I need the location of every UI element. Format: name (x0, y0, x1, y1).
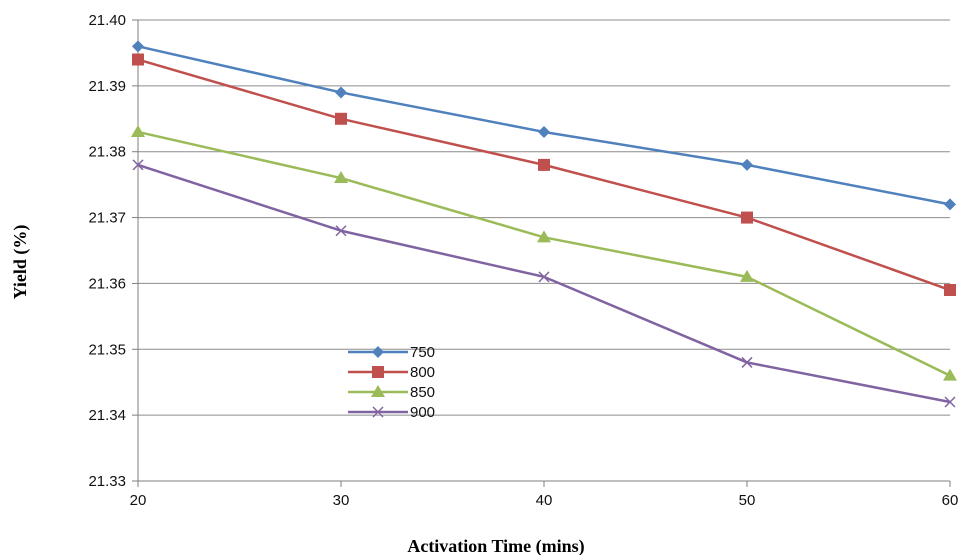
y-tick-label: 21.35 (88, 341, 126, 358)
data-point-750 (538, 125, 550, 138)
data-point-800 (335, 112, 347, 125)
legend-label: 800 (410, 364, 435, 381)
series-line-800 (137, 58, 951, 292)
legend-entry-850: 850 (348, 384, 435, 401)
legend-entry-750: 750 (348, 344, 435, 361)
data-point-900 (538, 271, 550, 283)
y-tick-label: 21.40 (88, 12, 126, 29)
y-tick-label: 21.37 (88, 210, 126, 227)
legend-marker (372, 406, 384, 418)
data-point-800 (741, 211, 753, 224)
y-tick-label: 21.33 (88, 473, 126, 490)
x-marker-stroke (538, 271, 550, 283)
y-tick-label: 21.34 (88, 407, 126, 424)
x-marker-stroke (944, 396, 956, 408)
legend-marker (372, 346, 384, 358)
legend-marker (372, 366, 384, 378)
axes: 21.33 21.34 21.35 21.36 21.37 21.38 21.39 21.40… (88, 12, 958, 509)
legend-label: 850 (410, 384, 435, 401)
series-900 (132, 159, 956, 408)
series-750 (132, 40, 956, 211)
x-marker-stroke (335, 225, 347, 237)
y-tick-label: 21.38 (88, 144, 126, 161)
data-point-750 (741, 158, 753, 171)
data-point-900 (132, 159, 144, 171)
legend-marker (371, 385, 385, 397)
data-point-850 (537, 230, 551, 243)
x-marker-stroke (132, 159, 144, 171)
data-point-850 (943, 368, 957, 381)
x-tick-label: 20 (130, 492, 147, 509)
x-marker-stroke (372, 406, 384, 418)
legend-label: 750 (410, 344, 435, 361)
series-line-750 (137, 45, 951, 206)
data-point-800 (538, 158, 550, 171)
data-point-750 (335, 86, 347, 99)
data-point-900 (944, 396, 956, 408)
x-marker-stroke (741, 356, 753, 368)
x-tick-label: 50 (739, 492, 756, 509)
y-tick-label: 21.36 (88, 275, 126, 292)
gridlines (138, 19, 950, 416)
data-point-850 (131, 124, 145, 137)
data-point-850 (334, 171, 348, 184)
x-tick-label: 30 (333, 492, 350, 509)
x-tick-label: 60 (942, 492, 959, 509)
legend-entry-900: 900 (348, 404, 435, 421)
data-point-900 (335, 225, 347, 237)
data-point-800 (132, 53, 144, 66)
data-point-850 (740, 269, 754, 282)
x-tick-label: 40 (536, 492, 553, 509)
legend-label: 900 (410, 404, 435, 421)
series-group (131, 40, 957, 408)
x-axis-title: Activation Time (mins) (407, 536, 584, 555)
series-850 (131, 124, 957, 381)
legend-entry-800: 800 (348, 364, 435, 381)
legend: 750 800 850 900 (348, 344, 435, 421)
data-point-750 (944, 198, 956, 211)
data-point-800 (944, 284, 956, 297)
series-800 (132, 53, 956, 297)
y-tick-label: 21.39 (88, 78, 126, 95)
y-axis-title: Yield (%) (10, 225, 31, 300)
data-point-750 (132, 40, 144, 53)
data-point-900 (741, 356, 753, 368)
